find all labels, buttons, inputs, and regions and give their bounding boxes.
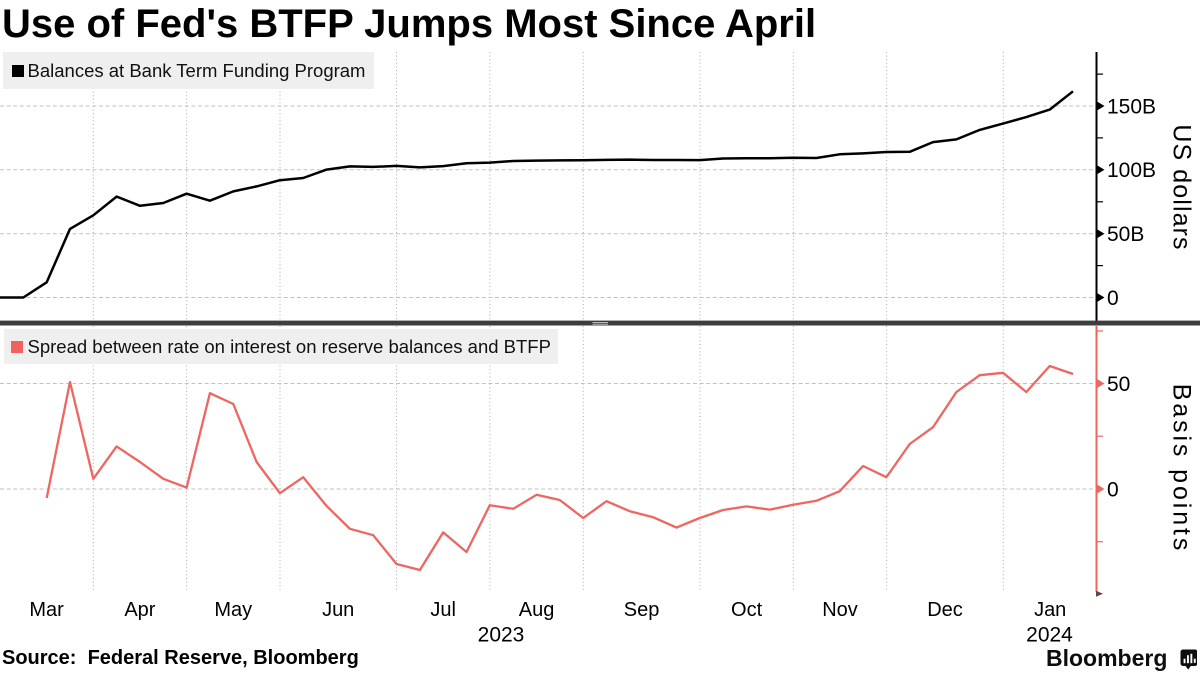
svg-text:50: 50 [1107, 373, 1130, 396]
svg-text:Oct: Oct [731, 599, 763, 621]
svg-text:0: 0 [1107, 287, 1119, 310]
svg-text:Jul: Jul [430, 599, 456, 621]
svg-text:Jan: Jan [1034, 599, 1066, 621]
svg-text:Sep: Sep [624, 599, 660, 621]
svg-text:150B: 150B [1107, 95, 1156, 118]
svg-text:2024: 2024 [1026, 624, 1073, 647]
svg-text:Aug: Aug [519, 599, 555, 621]
svg-text:Dec: Dec [927, 599, 963, 621]
svg-text:May: May [214, 599, 252, 621]
svg-text:Jun: Jun [322, 599, 354, 621]
svg-text:0: 0 [1107, 478, 1119, 501]
svg-text:2023: 2023 [478, 624, 525, 647]
svg-text:Nov: Nov [822, 599, 858, 621]
svg-text:50B: 50B [1107, 223, 1144, 246]
svg-text:100B: 100B [1107, 159, 1156, 182]
svg-text:Mar: Mar [29, 599, 64, 621]
svg-text:US dollars: US dollars [1168, 124, 1196, 250]
svg-text:Basis points: Basis points [1168, 384, 1196, 554]
svg-text:Apr: Apr [124, 599, 155, 621]
